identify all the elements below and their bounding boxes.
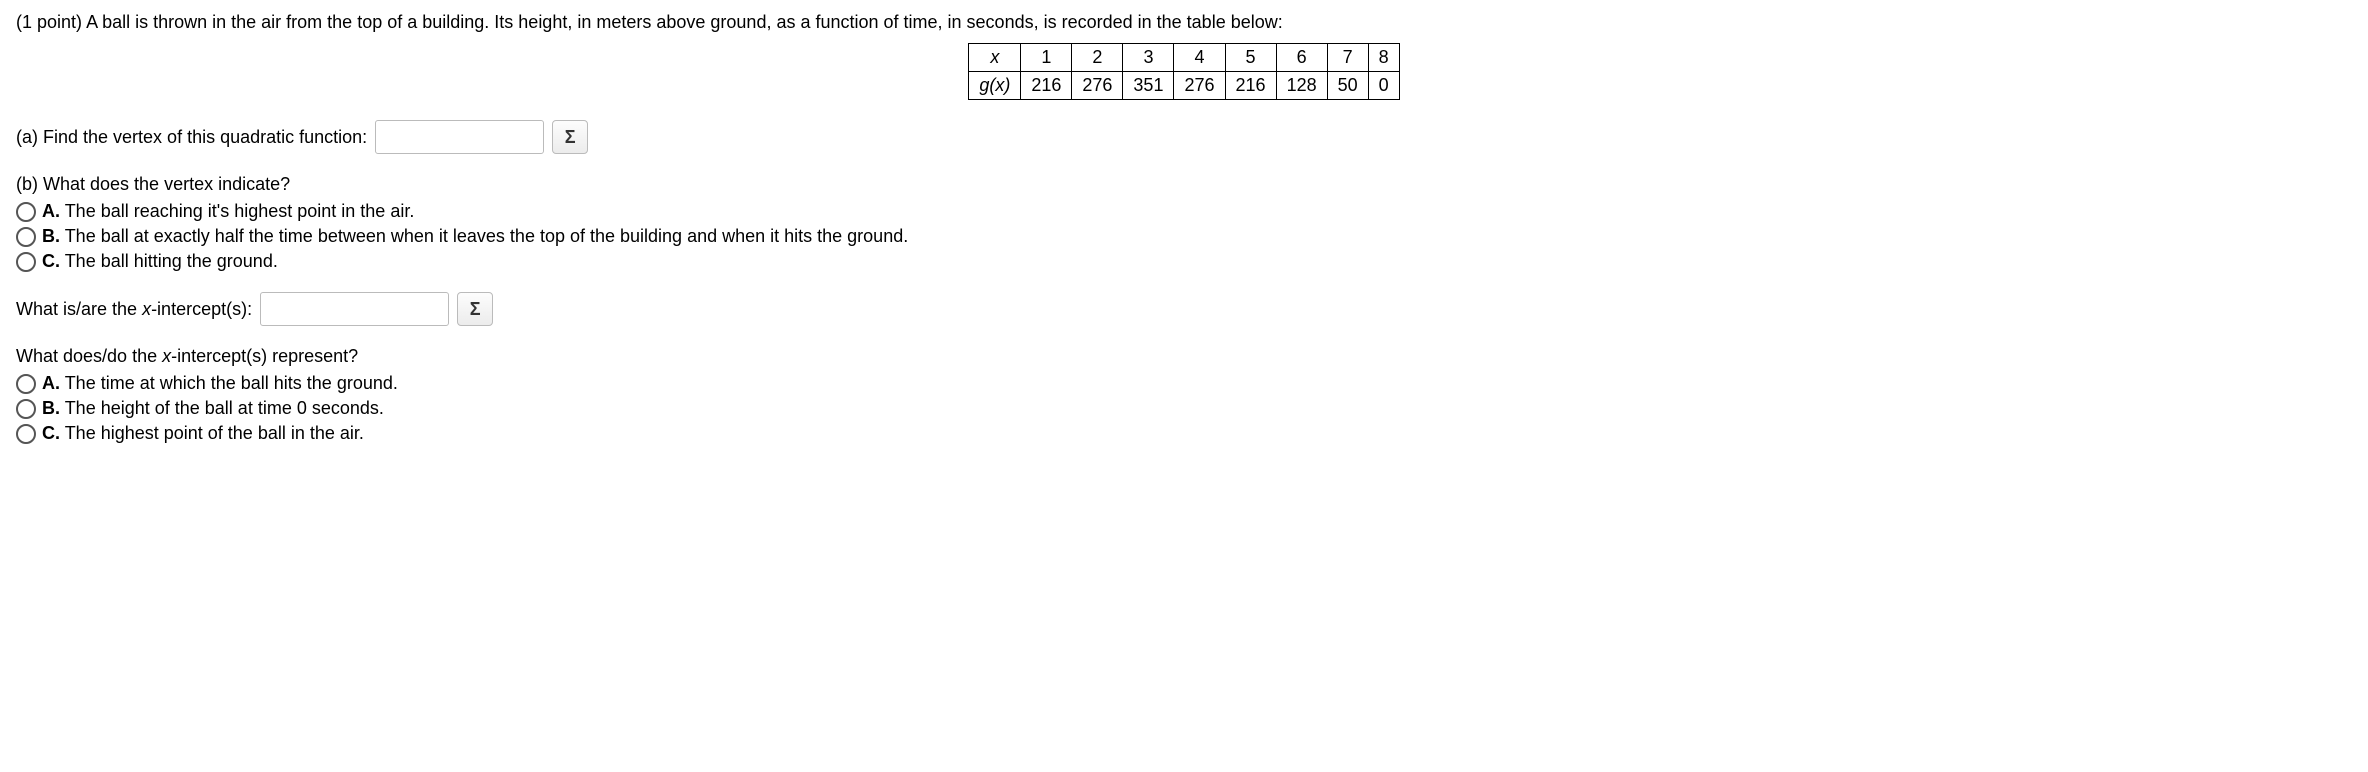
- radio-b-a[interactable]: [16, 202, 36, 222]
- cell: 216: [1225, 72, 1276, 100]
- radio-x-b[interactable]: [16, 399, 36, 419]
- cell: 276: [1174, 72, 1225, 100]
- x-intercept-input[interactable]: [260, 292, 449, 326]
- prompt-text: A ball is thrown in the air from the top…: [86, 12, 1283, 32]
- cell: 7: [1327, 44, 1368, 72]
- xint-meaning-choices: A. The time at which the ball hits the g…: [16, 373, 2352, 444]
- cell: 8: [1368, 44, 1399, 72]
- question-header: (1 point) A ball is thrown in the air fr…: [16, 12, 2352, 33]
- radio-x-c[interactable]: [16, 424, 36, 444]
- vertex-input[interactable]: [375, 120, 544, 154]
- cell: 3: [1123, 44, 1174, 72]
- table-row: g(x) 216 276 351 276 216 128 50 0: [969, 72, 1399, 100]
- choice-label: A. The ball reaching it's highest point …: [42, 201, 414, 222]
- choice-label: C. The highest point of the ball in the …: [42, 423, 364, 444]
- part-a-label: (a) Find the vertex of this quadratic fu…: [16, 127, 367, 148]
- cell: 1: [1021, 44, 1072, 72]
- choice-row: A. The time at which the ball hits the g…: [16, 373, 2352, 394]
- cell: 216: [1021, 72, 1072, 100]
- radio-b-b[interactable]: [16, 227, 36, 247]
- row-x-label: x: [969, 44, 1021, 72]
- sigma-button[interactable]: Σ: [552, 120, 588, 154]
- choice-row: A. The ball reaching it's highest point …: [16, 201, 2352, 222]
- choice-row: B. The height of the ball at time 0 seco…: [16, 398, 2352, 419]
- xint-meaning-label: What does/do the x-intercept(s) represen…: [16, 346, 2352, 367]
- x-intercept-row: What is/are the x-intercept(s): Σ: [16, 292, 2352, 326]
- data-table: x 1 2 3 4 5 6 7 8 g(x) 216 276 351 276 2…: [968, 43, 1399, 100]
- cell: 50: [1327, 72, 1368, 100]
- cell: 6: [1276, 44, 1327, 72]
- part-a: (a) Find the vertex of this quadratic fu…: [16, 120, 2352, 154]
- cell: 4: [1174, 44, 1225, 72]
- cell: 2: [1072, 44, 1123, 72]
- xint-label: What is/are the x-intercept(s):: [16, 299, 252, 320]
- cell: 0: [1368, 72, 1399, 100]
- table-row: x 1 2 3 4 5 6 7 8: [969, 44, 1399, 72]
- cell: 5: [1225, 44, 1276, 72]
- choice-row: B. The ball at exactly half the time bet…: [16, 226, 2352, 247]
- choice-row: C. The ball hitting the ground.: [16, 251, 2352, 272]
- part-b-label: (b) What does the vertex indicate?: [16, 174, 2352, 195]
- choice-label: B. The height of the ball at time 0 seco…: [42, 398, 384, 419]
- choice-row: C. The highest point of the ball in the …: [16, 423, 2352, 444]
- radio-x-a[interactable]: [16, 374, 36, 394]
- cell: 276: [1072, 72, 1123, 100]
- cell: 128: [1276, 72, 1327, 100]
- points-label: (1 point): [16, 12, 82, 32]
- choice-label: C. The ball hitting the ground.: [42, 251, 278, 272]
- cell: 351: [1123, 72, 1174, 100]
- sigma-icon: Σ: [470, 299, 481, 320]
- choice-label: A. The time at which the ball hits the g…: [42, 373, 398, 394]
- radio-b-c[interactable]: [16, 252, 36, 272]
- sigma-button[interactable]: Σ: [457, 292, 493, 326]
- sigma-icon: Σ: [565, 127, 576, 148]
- part-b-choices: A. The ball reaching it's highest point …: [16, 201, 2352, 272]
- row-g-label: g(x): [969, 72, 1021, 100]
- choice-label: B. The ball at exactly half the time bet…: [42, 226, 908, 247]
